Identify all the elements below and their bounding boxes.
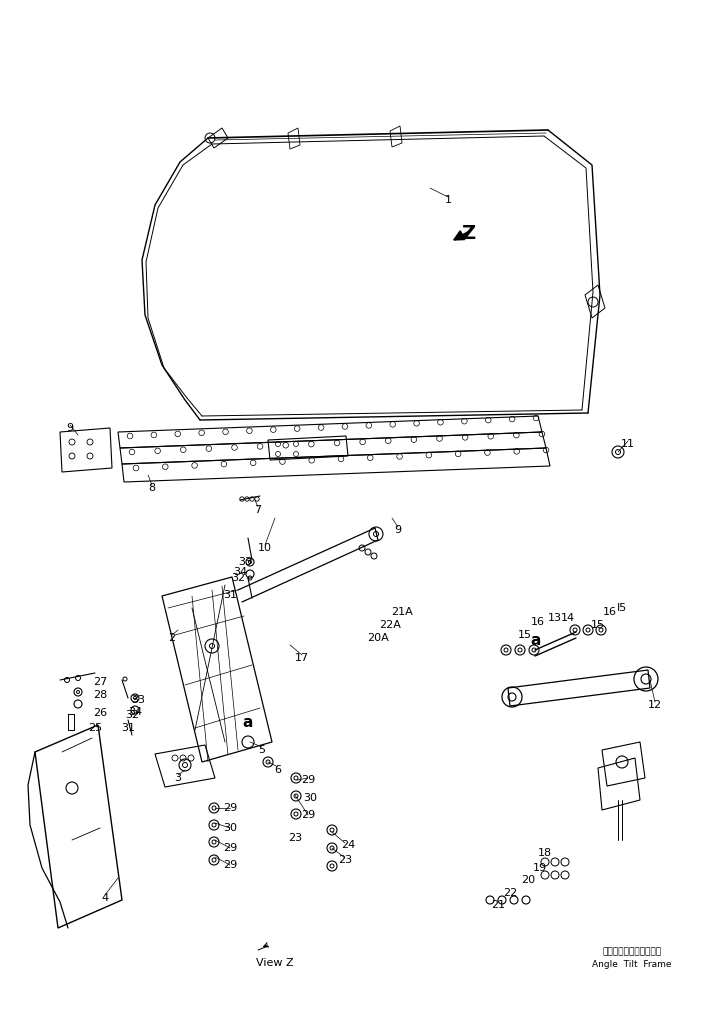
Text: 34: 34 xyxy=(128,707,142,717)
Text: 23: 23 xyxy=(338,855,352,865)
Text: 29: 29 xyxy=(301,810,315,820)
Text: 22A: 22A xyxy=(379,620,401,630)
Text: 1: 1 xyxy=(444,195,451,205)
Text: 27: 27 xyxy=(93,677,107,687)
Text: Z: Z xyxy=(461,224,475,242)
Text: アングルチルトフレーム: アングルチルトフレーム xyxy=(602,947,661,957)
Text: 20: 20 xyxy=(521,875,535,885)
Text: 15: 15 xyxy=(591,620,605,630)
Text: 18: 18 xyxy=(538,848,552,858)
Text: 5: 5 xyxy=(259,745,265,755)
Text: 20A: 20A xyxy=(367,633,389,643)
Text: 12: 12 xyxy=(648,700,662,710)
Text: 30: 30 xyxy=(303,793,317,803)
Text: 13: 13 xyxy=(548,613,562,623)
Text: 28: 28 xyxy=(93,690,107,700)
Text: 3: 3 xyxy=(174,773,181,783)
Text: a: a xyxy=(243,714,253,730)
Text: Angle  Tilt  Frame: Angle Tilt Frame xyxy=(592,960,672,969)
Text: 8: 8 xyxy=(149,483,156,493)
Text: 7: 7 xyxy=(255,505,262,515)
Text: 6: 6 xyxy=(274,765,282,775)
Text: 29: 29 xyxy=(223,843,237,853)
Text: 30: 30 xyxy=(223,823,237,833)
Text: 33: 33 xyxy=(131,695,145,705)
Text: 32: 32 xyxy=(125,710,139,721)
Text: 23: 23 xyxy=(288,833,302,843)
Text: 34: 34 xyxy=(233,567,247,577)
Text: 25: 25 xyxy=(88,723,102,733)
Text: View Z: View Z xyxy=(256,958,294,968)
Text: 10: 10 xyxy=(258,543,272,553)
Text: 4: 4 xyxy=(102,893,109,903)
Text: 31: 31 xyxy=(121,723,135,733)
Text: 17: 17 xyxy=(295,653,309,663)
Text: 24: 24 xyxy=(341,840,355,850)
Text: 29: 29 xyxy=(301,775,315,785)
Text: 29: 29 xyxy=(223,803,237,812)
Text: 9: 9 xyxy=(395,525,402,535)
Text: 33: 33 xyxy=(238,557,252,567)
Text: a: a xyxy=(531,633,541,648)
Text: 29: 29 xyxy=(223,860,237,870)
Text: I5: I5 xyxy=(617,603,627,613)
Text: 2: 2 xyxy=(169,633,176,643)
Text: 16: 16 xyxy=(531,617,545,628)
Text: 11: 11 xyxy=(621,439,635,449)
Text: 21A: 21A xyxy=(391,607,413,617)
Text: 14: 14 xyxy=(561,613,575,623)
Text: 26: 26 xyxy=(93,708,107,718)
Text: 9: 9 xyxy=(66,423,73,433)
Text: 15: 15 xyxy=(518,630,532,640)
Text: 21: 21 xyxy=(491,900,505,910)
Text: 19: 19 xyxy=(533,863,547,873)
Text: 16: 16 xyxy=(603,607,617,617)
Text: 32: 32 xyxy=(231,573,245,583)
Text: 31: 31 xyxy=(223,590,237,600)
Text: 22: 22 xyxy=(503,888,517,898)
